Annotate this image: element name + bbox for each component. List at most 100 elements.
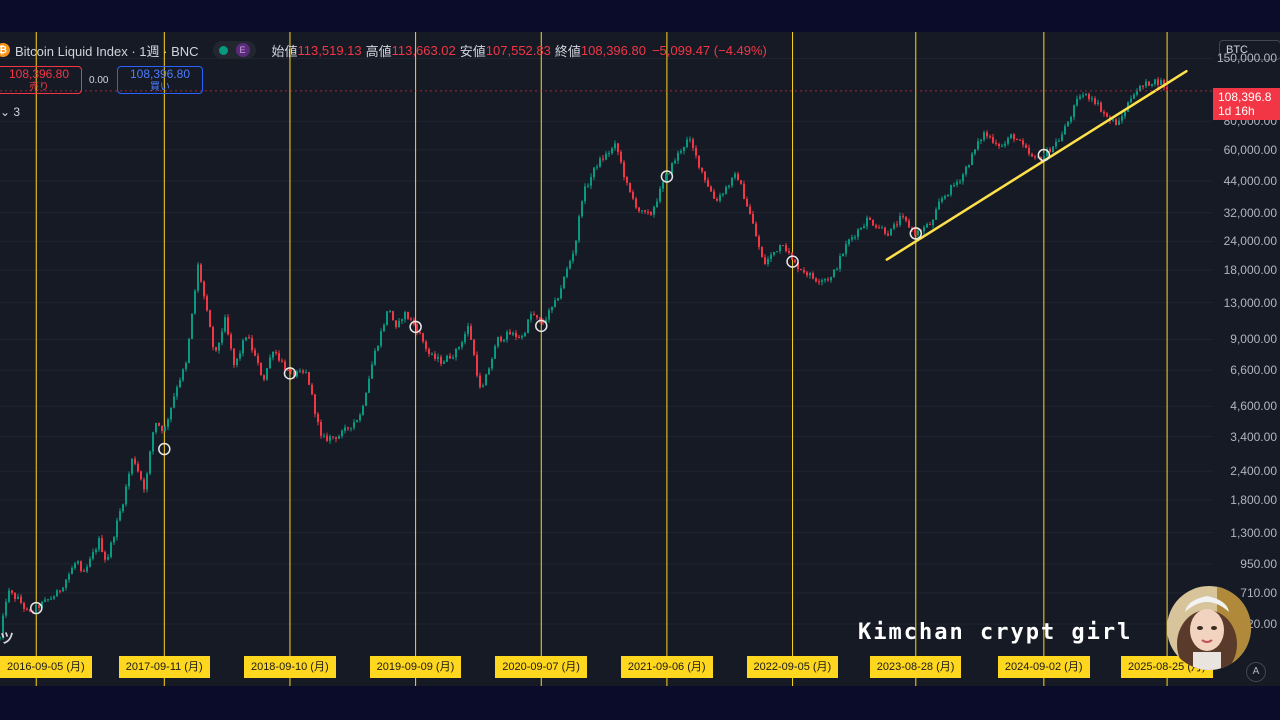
watermark-text: Kimchan crypt girl xyxy=(858,620,1133,645)
candle-body xyxy=(332,436,334,438)
candle-body xyxy=(1133,94,1135,99)
candle-body xyxy=(185,362,187,370)
candle-body xyxy=(221,331,223,343)
status-indicators[interactable]: E xyxy=(212,41,256,59)
candle-body xyxy=(95,549,97,553)
candle-body xyxy=(1013,134,1015,140)
candle-body xyxy=(272,351,274,358)
candle-body xyxy=(845,244,847,254)
candle-body xyxy=(893,224,895,229)
candle-body xyxy=(632,191,634,199)
events-badge[interactable]: E xyxy=(235,43,250,57)
price-axis-label: 32,000.00 xyxy=(1223,205,1277,220)
candle-body xyxy=(125,486,127,505)
candle-body xyxy=(419,332,421,334)
price-axis-label: 13,000.00 xyxy=(1223,295,1277,310)
candle-body xyxy=(758,236,760,247)
candle-body xyxy=(995,142,997,144)
candle-body xyxy=(614,143,616,149)
candle-body xyxy=(1061,134,1063,141)
candle-body xyxy=(173,396,175,408)
symbol-search-input[interactable] xyxy=(1219,40,1280,60)
candle-body xyxy=(695,147,697,156)
candle-body xyxy=(368,378,370,393)
candle-body xyxy=(653,207,655,215)
cycle-marker-circle xyxy=(660,170,674,183)
candle-body xyxy=(803,270,805,273)
change-value: −5,099.47 (−4.49%) xyxy=(651,42,767,58)
candle-body xyxy=(53,596,55,599)
candle-body xyxy=(686,139,688,147)
auto-scale-button[interactable]: A xyxy=(1246,662,1266,682)
buy-button[interactable]: 108,396.80 買い xyxy=(117,66,203,94)
candle-body xyxy=(107,556,109,560)
candle-body xyxy=(422,333,424,342)
date-label: 2022-09-05 (月) xyxy=(746,656,839,678)
close-value: 108,396.80 xyxy=(580,42,646,58)
candle-body xyxy=(248,337,250,339)
candle-body xyxy=(665,173,667,183)
candle-body xyxy=(779,245,781,252)
candle-body xyxy=(1082,95,1084,97)
candle-body xyxy=(752,213,754,224)
candle-body xyxy=(587,185,589,187)
candle-body xyxy=(431,353,433,355)
candle-body xyxy=(611,148,613,154)
candle-body xyxy=(596,166,598,168)
price-chart[interactable] xyxy=(0,32,1280,686)
symbol-title[interactable]: Bitcoin Liquid Index · 1週 · BNC xyxy=(15,43,199,59)
candle-body xyxy=(1010,134,1012,139)
candle-body xyxy=(194,290,196,314)
indicators-toggle[interactable]: ⌄ 3 xyxy=(0,105,20,119)
candle-body xyxy=(959,181,961,183)
sell-button[interactable]: 108,396.80 売り xyxy=(0,66,82,94)
chart-area[interactable]: ₿ Bitcoin Liquid Index · 1週 · BNC E 始値 1… xyxy=(0,32,1280,686)
candle-body xyxy=(266,368,268,380)
candle-body xyxy=(191,313,193,339)
candle-body xyxy=(236,358,238,366)
candle-body xyxy=(329,436,331,441)
candle-body xyxy=(590,176,592,186)
candle-body xyxy=(428,348,430,355)
price-axis-label: 9,000.00 xyxy=(1230,332,1277,347)
candle-body xyxy=(977,141,979,150)
candle-body xyxy=(239,353,241,359)
candle-body xyxy=(83,570,85,572)
candle-body xyxy=(689,139,691,141)
price-axis-label: 3,400.00 xyxy=(1230,429,1277,444)
candle-body xyxy=(26,608,28,610)
candle-body xyxy=(809,273,811,276)
candle-body xyxy=(446,355,448,362)
candle-body xyxy=(848,239,850,245)
market-status-icon xyxy=(218,45,228,55)
candle-body xyxy=(1001,145,1003,147)
candle-body xyxy=(287,369,289,371)
candle-body xyxy=(929,224,931,226)
candle-body xyxy=(785,245,787,251)
candle-body xyxy=(947,194,949,197)
candle-body xyxy=(731,177,733,186)
candle-body xyxy=(104,551,106,560)
candle-body xyxy=(437,356,439,359)
candle-body xyxy=(851,237,853,240)
candle-body xyxy=(749,206,751,214)
candle-body xyxy=(548,310,550,320)
candle-body xyxy=(740,180,742,184)
candle-body xyxy=(380,331,382,346)
candle-body xyxy=(155,422,157,433)
candle-body xyxy=(455,348,457,358)
candle-body xyxy=(965,166,967,175)
candle-body xyxy=(11,590,13,593)
candle-body xyxy=(260,362,262,376)
candle-body xyxy=(320,422,322,436)
candle-body xyxy=(86,566,88,572)
candle-body xyxy=(5,601,7,616)
candle-body xyxy=(65,579,67,588)
candle-body xyxy=(353,422,355,428)
price-axis-label: 60,000.00 xyxy=(1223,142,1277,157)
candle-body xyxy=(485,374,487,386)
candle-body xyxy=(383,324,385,332)
candle-body xyxy=(1019,139,1021,141)
date-label: 2018-09-10 (月) xyxy=(243,656,336,678)
candle-body xyxy=(578,216,580,241)
